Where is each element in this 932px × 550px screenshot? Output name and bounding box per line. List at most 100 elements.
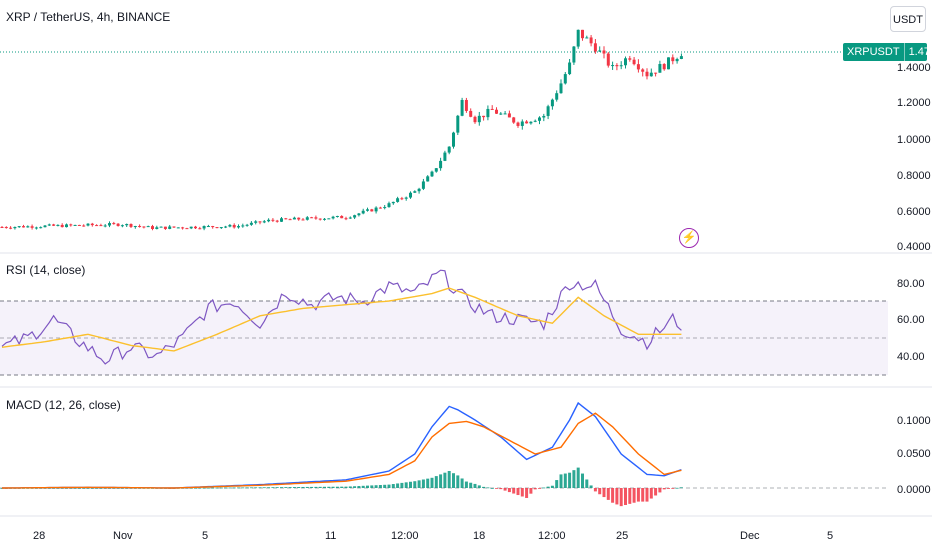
candle-body [542,115,546,118]
histogram-bar [112,488,116,489]
histogram-bar [589,485,593,488]
candle-body [516,122,520,126]
histogram-bar [615,488,619,505]
candle-body [443,152,447,161]
candle-body [99,225,103,227]
histogram-bar [47,488,51,489]
histogram-bar [555,480,559,488]
histogram-bar [56,488,60,489]
rsi-line [1,269,682,365]
histogram-bar [434,476,438,488]
histogram-bar [649,488,653,499]
candle-body [103,225,107,227]
histogram-bar [675,487,679,489]
candle-body [271,219,275,221]
macd-lines [2,401,682,489]
candle-body [585,37,589,39]
histogram-bar [99,488,103,489]
histogram-bar [619,488,623,507]
histogram-bar [103,488,107,489]
histogram-bar [452,473,455,488]
histogram-bar [550,485,554,488]
candle-body [538,117,541,121]
histogram-bar [323,486,326,488]
time-axis: 28 Nov 5 11 12:00 18 12:00 25 Dec 5 [33,530,833,542]
candle-body [649,72,653,77]
histogram-bar [297,487,301,488]
rsi-title: RSI (14, close) [6,263,85,277]
histogram-bar [206,487,210,489]
candle-body [671,57,675,62]
candle-body [267,219,271,222]
histogram-bar [404,482,408,488]
histogram-bar [542,487,546,489]
candle-body [219,227,223,229]
candle-body [280,218,283,222]
histogram-bar [538,488,541,489]
histogram-bar [202,487,206,489]
candle-body [202,226,206,229]
candle-body [662,64,666,70]
candle-body [675,59,679,62]
candle-body [288,219,292,221]
candle-body [512,117,516,123]
histogram-bar [335,486,339,488]
candle-body [499,113,503,115]
candle-body [477,115,481,123]
candle-body [593,43,597,52]
candle-body [636,64,640,70]
candle-body [520,121,524,126]
candle-body [112,223,116,225]
candle-body [163,226,167,229]
main-title: XRP / TetherUS, 4h, BINANCE [6,10,170,24]
histogram-bar [228,487,232,489]
candle-body [503,113,507,115]
histogram-bar [611,488,615,503]
macd-tick: 0.0000 [897,484,931,496]
histogram-bar [409,481,412,488]
candle-body [507,113,511,118]
histogram-bar [658,488,662,493]
histogram-bar [507,488,511,493]
signal-line [2,412,682,489]
histogram-bar [624,488,627,505]
histogram-bar [77,488,81,489]
candle-body [138,226,142,228]
candle-body [43,225,47,228]
candle-body [327,218,331,220]
histogram-bar [606,488,610,500]
histogram-bar [460,478,464,488]
candle-body [387,203,391,208]
candle-body [52,224,56,226]
currency-button[interactable]: USDT [890,6,926,32]
histogram-bar [477,485,481,488]
histogram-bar [288,487,292,488]
candle-body [645,71,649,77]
histogram-bar [82,488,86,489]
histogram-bar [391,484,395,488]
price-tick: 0.8000 [897,170,931,182]
histogram-bar [443,472,447,488]
candle-body [108,223,111,226]
candle-body [624,58,627,66]
time-tick: 28 [33,530,45,542]
histogram-bar [490,488,494,489]
price-axis: 1.4000 1.2000 1.0000 0.8000 0.6000 0.400… [897,62,931,253]
candle-body [245,224,249,226]
candle-body [572,46,576,63]
price-tick: 1.4000 [897,62,931,74]
candle-body [482,115,486,118]
histogram-bar [292,487,296,488]
histogram-bar [417,480,421,488]
time-tick: 11 [325,530,336,542]
candle-body [13,227,17,229]
candle-body [654,72,658,74]
candle-body [396,198,400,202]
histogram-bar [262,487,266,489]
lightning-icon[interactable]: ⚡ [679,228,699,248]
histogram-bar [396,483,400,488]
histogram-bar [65,488,68,489]
candle-body [22,226,25,228]
candle-body [344,218,348,220]
candle-body [133,226,137,228]
